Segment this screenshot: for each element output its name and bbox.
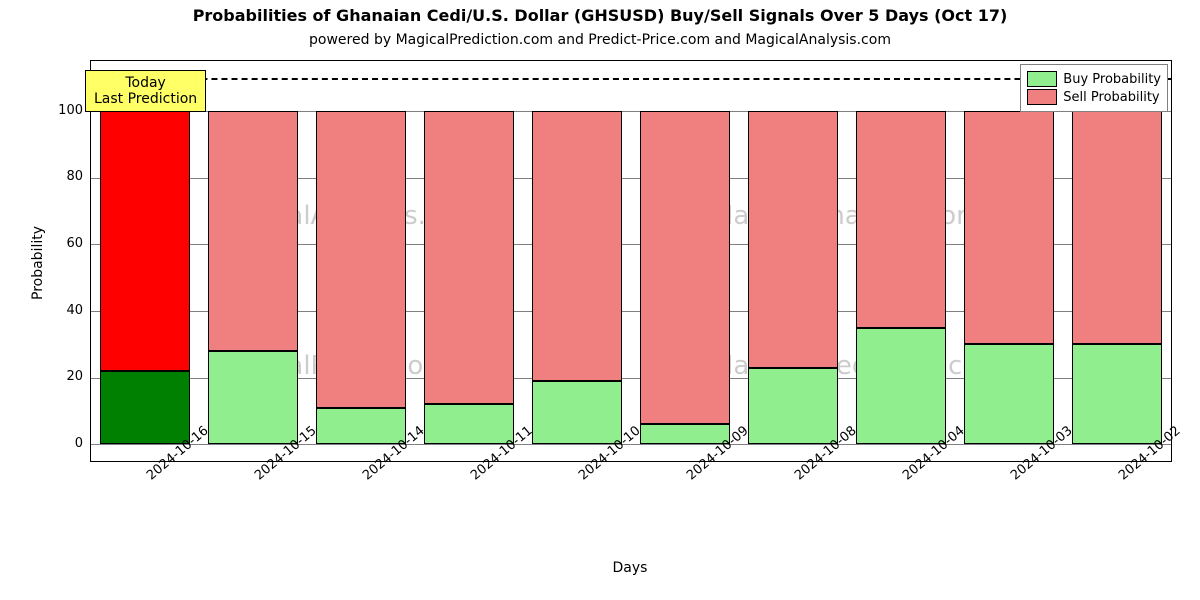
bar-buy bbox=[100, 371, 191, 444]
bar-buy bbox=[532, 381, 623, 444]
bar-buy bbox=[424, 404, 515, 444]
bar-sell bbox=[640, 111, 731, 424]
ytick-label: 100 bbox=[45, 103, 83, 118]
ytick-label: 0 bbox=[45, 436, 83, 451]
xtick-label: 2024-10-10 bbox=[576, 472, 586, 483]
x-axis-label: Days bbox=[90, 560, 1170, 576]
bar-sell bbox=[424, 111, 515, 404]
legend-item-buy: Buy Probability bbox=[1027, 71, 1161, 87]
plot-area: MagicalAnalysis.comMagicalAnalysis.comMa… bbox=[90, 60, 1172, 462]
bar-sell bbox=[208, 111, 299, 351]
bar-sell bbox=[100, 111, 191, 371]
bar-buy bbox=[316, 408, 407, 445]
y-axis-label: Probability bbox=[30, 226, 46, 300]
xtick-label: 2024-10-02 bbox=[1116, 472, 1126, 483]
legend-swatch-sell bbox=[1027, 89, 1057, 105]
today-annotation: Today Last Prediction bbox=[85, 70, 206, 112]
xtick-label: 2024-10-03 bbox=[1008, 472, 1018, 483]
xtick-label: 2024-10-11 bbox=[468, 472, 478, 483]
bar-sell bbox=[1072, 111, 1163, 344]
legend-item-sell: Sell Probability bbox=[1027, 89, 1161, 105]
xtick-label: 2024-10-16 bbox=[144, 472, 154, 483]
xtick-label: 2024-10-04 bbox=[900, 472, 910, 483]
bar-buy bbox=[964, 344, 1055, 444]
legend: Buy Probability Sell Probability bbox=[1020, 64, 1168, 112]
xtick-label: 2024-10-15 bbox=[252, 472, 262, 483]
bar-buy bbox=[748, 368, 839, 445]
chart-title: Probabilities of Ghanaian Cedi/U.S. Doll… bbox=[0, 6, 1200, 25]
chart-subtitle: powered by MagicalPrediction.com and Pre… bbox=[0, 32, 1200, 48]
bar-sell bbox=[316, 111, 407, 408]
bar-buy bbox=[208, 351, 299, 444]
bar-buy bbox=[856, 328, 947, 445]
ytick-label: 80 bbox=[45, 169, 83, 184]
bar-sell bbox=[532, 111, 623, 381]
xtick-label: 2024-10-09 bbox=[684, 472, 694, 483]
xtick-label: 2024-10-14 bbox=[360, 472, 370, 483]
ytick-label: 20 bbox=[45, 369, 83, 384]
annotation-line2: Last Prediction bbox=[94, 91, 197, 107]
legend-label-buy: Buy Probability bbox=[1063, 72, 1161, 87]
legend-label-sell: Sell Probability bbox=[1063, 90, 1159, 105]
annotation-line1: Today bbox=[94, 75, 197, 91]
ytick-label: 60 bbox=[45, 236, 83, 251]
bar-buy bbox=[640, 424, 731, 444]
chart-container: Probabilities of Ghanaian Cedi/U.S. Doll… bbox=[0, 0, 1200, 600]
xtick-label: 2024-10-08 bbox=[792, 472, 802, 483]
bar-sell bbox=[856, 111, 947, 328]
legend-swatch-buy bbox=[1027, 71, 1057, 87]
bar-sell bbox=[748, 111, 839, 368]
ytick-label: 40 bbox=[45, 303, 83, 318]
bar-sell bbox=[964, 111, 1055, 344]
reference-dashline bbox=[91, 78, 1171, 80]
bar-buy bbox=[1072, 344, 1163, 444]
